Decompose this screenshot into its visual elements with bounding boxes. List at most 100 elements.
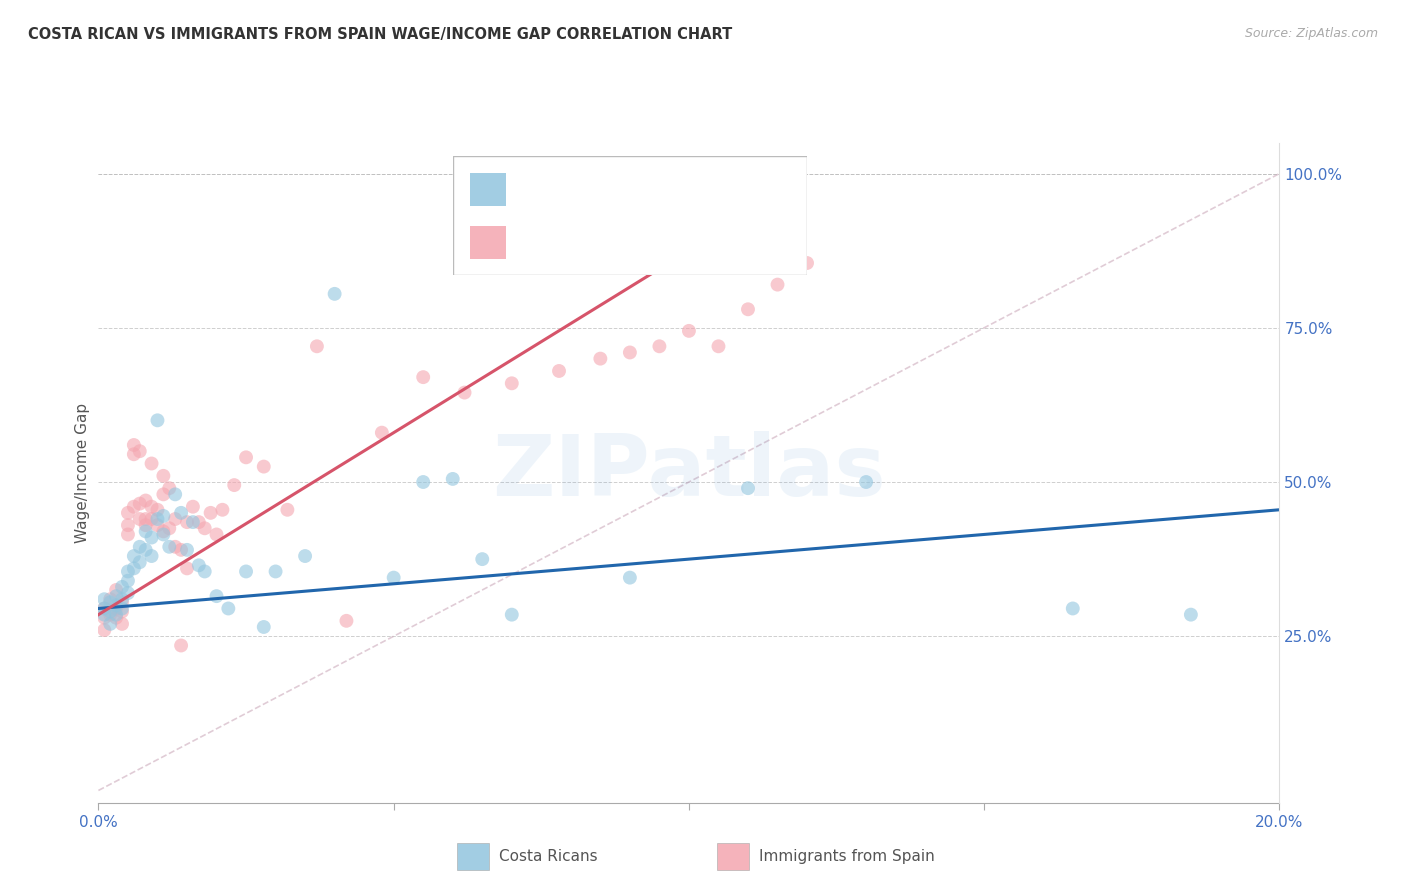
Point bbox=[117, 565, 139, 579]
Point bbox=[128, 540, 150, 554]
Point bbox=[146, 512, 169, 526]
Point bbox=[766, 277, 789, 292]
Point bbox=[1062, 601, 1084, 615]
Point bbox=[93, 592, 115, 607]
Point bbox=[157, 481, 180, 495]
Point bbox=[128, 512, 150, 526]
Point bbox=[152, 468, 174, 483]
Point bbox=[264, 565, 287, 579]
Point bbox=[141, 457, 163, 471]
Point bbox=[170, 639, 193, 653]
Point bbox=[165, 540, 187, 554]
Point bbox=[253, 620, 276, 634]
Point bbox=[737, 302, 759, 317]
Point bbox=[135, 493, 157, 508]
Point bbox=[135, 518, 157, 533]
Point bbox=[117, 586, 139, 600]
Point bbox=[98, 616, 121, 631]
Point bbox=[187, 558, 209, 573]
Text: ZIPatlas: ZIPatlas bbox=[492, 431, 886, 515]
Point bbox=[111, 580, 134, 594]
Point bbox=[117, 518, 139, 533]
Point bbox=[235, 565, 257, 579]
Point bbox=[217, 601, 239, 615]
Point bbox=[128, 497, 150, 511]
Point bbox=[619, 345, 641, 359]
Point bbox=[152, 524, 174, 539]
Y-axis label: Wage/Income Gap: Wage/Income Gap bbox=[75, 402, 90, 543]
Point bbox=[194, 521, 217, 535]
Point bbox=[678, 324, 700, 338]
Point bbox=[93, 601, 115, 615]
Point bbox=[141, 500, 163, 514]
Point bbox=[117, 527, 139, 541]
Point bbox=[589, 351, 612, 366]
Point bbox=[157, 521, 180, 535]
Point bbox=[176, 561, 198, 575]
Point bbox=[181, 500, 204, 514]
Point bbox=[412, 370, 434, 384]
Point bbox=[98, 592, 121, 607]
Point bbox=[98, 605, 121, 619]
FancyBboxPatch shape bbox=[457, 843, 489, 870]
Point bbox=[152, 527, 174, 541]
Point bbox=[146, 502, 169, 516]
Point bbox=[181, 515, 204, 529]
Point bbox=[194, 565, 217, 579]
Point bbox=[111, 616, 134, 631]
Point bbox=[205, 527, 228, 541]
Point bbox=[211, 502, 233, 516]
Point bbox=[141, 512, 163, 526]
Point bbox=[152, 487, 174, 501]
Point bbox=[501, 376, 523, 391]
Point bbox=[122, 549, 145, 563]
Point bbox=[707, 339, 730, 353]
Point bbox=[170, 506, 193, 520]
Point bbox=[176, 542, 198, 557]
Point bbox=[93, 601, 115, 615]
Point bbox=[141, 549, 163, 563]
Point bbox=[855, 475, 877, 489]
Point bbox=[122, 447, 145, 461]
Point bbox=[111, 595, 134, 609]
Point bbox=[235, 450, 257, 465]
Point bbox=[105, 611, 128, 625]
Text: Costa Ricans: Costa Ricans bbox=[499, 849, 598, 863]
Point bbox=[141, 531, 163, 545]
Point bbox=[135, 512, 157, 526]
Point bbox=[305, 339, 328, 353]
Point bbox=[165, 512, 187, 526]
Point bbox=[619, 571, 641, 585]
Text: Immigrants from Spain: Immigrants from Spain bbox=[759, 849, 935, 863]
Point bbox=[187, 515, 209, 529]
Point bbox=[105, 601, 128, 615]
Point bbox=[253, 459, 276, 474]
Point bbox=[105, 599, 128, 613]
Point bbox=[117, 506, 139, 520]
Point bbox=[128, 444, 150, 458]
Point bbox=[548, 364, 571, 378]
Point bbox=[122, 561, 145, 575]
Point bbox=[224, 478, 246, 492]
Point bbox=[335, 614, 357, 628]
Point bbox=[135, 524, 157, 539]
Point bbox=[170, 542, 193, 557]
FancyBboxPatch shape bbox=[717, 843, 749, 870]
Point bbox=[176, 515, 198, 529]
Point bbox=[105, 607, 128, 622]
Text: COSTA RICAN VS IMMIGRANTS FROM SPAIN WAGE/INCOME GAP CORRELATION CHART: COSTA RICAN VS IMMIGRANTS FROM SPAIN WAG… bbox=[28, 27, 733, 42]
Point bbox=[441, 472, 464, 486]
Point bbox=[105, 582, 128, 597]
Point bbox=[382, 571, 405, 585]
Point bbox=[371, 425, 394, 440]
Text: Source: ZipAtlas.com: Source: ZipAtlas.com bbox=[1244, 27, 1378, 40]
Point bbox=[453, 385, 475, 400]
Point bbox=[501, 607, 523, 622]
Point bbox=[111, 592, 134, 607]
Point bbox=[796, 256, 818, 270]
Point bbox=[93, 611, 115, 625]
Point bbox=[146, 413, 169, 427]
Point bbox=[323, 286, 346, 301]
Point bbox=[98, 607, 121, 622]
Point bbox=[117, 574, 139, 588]
